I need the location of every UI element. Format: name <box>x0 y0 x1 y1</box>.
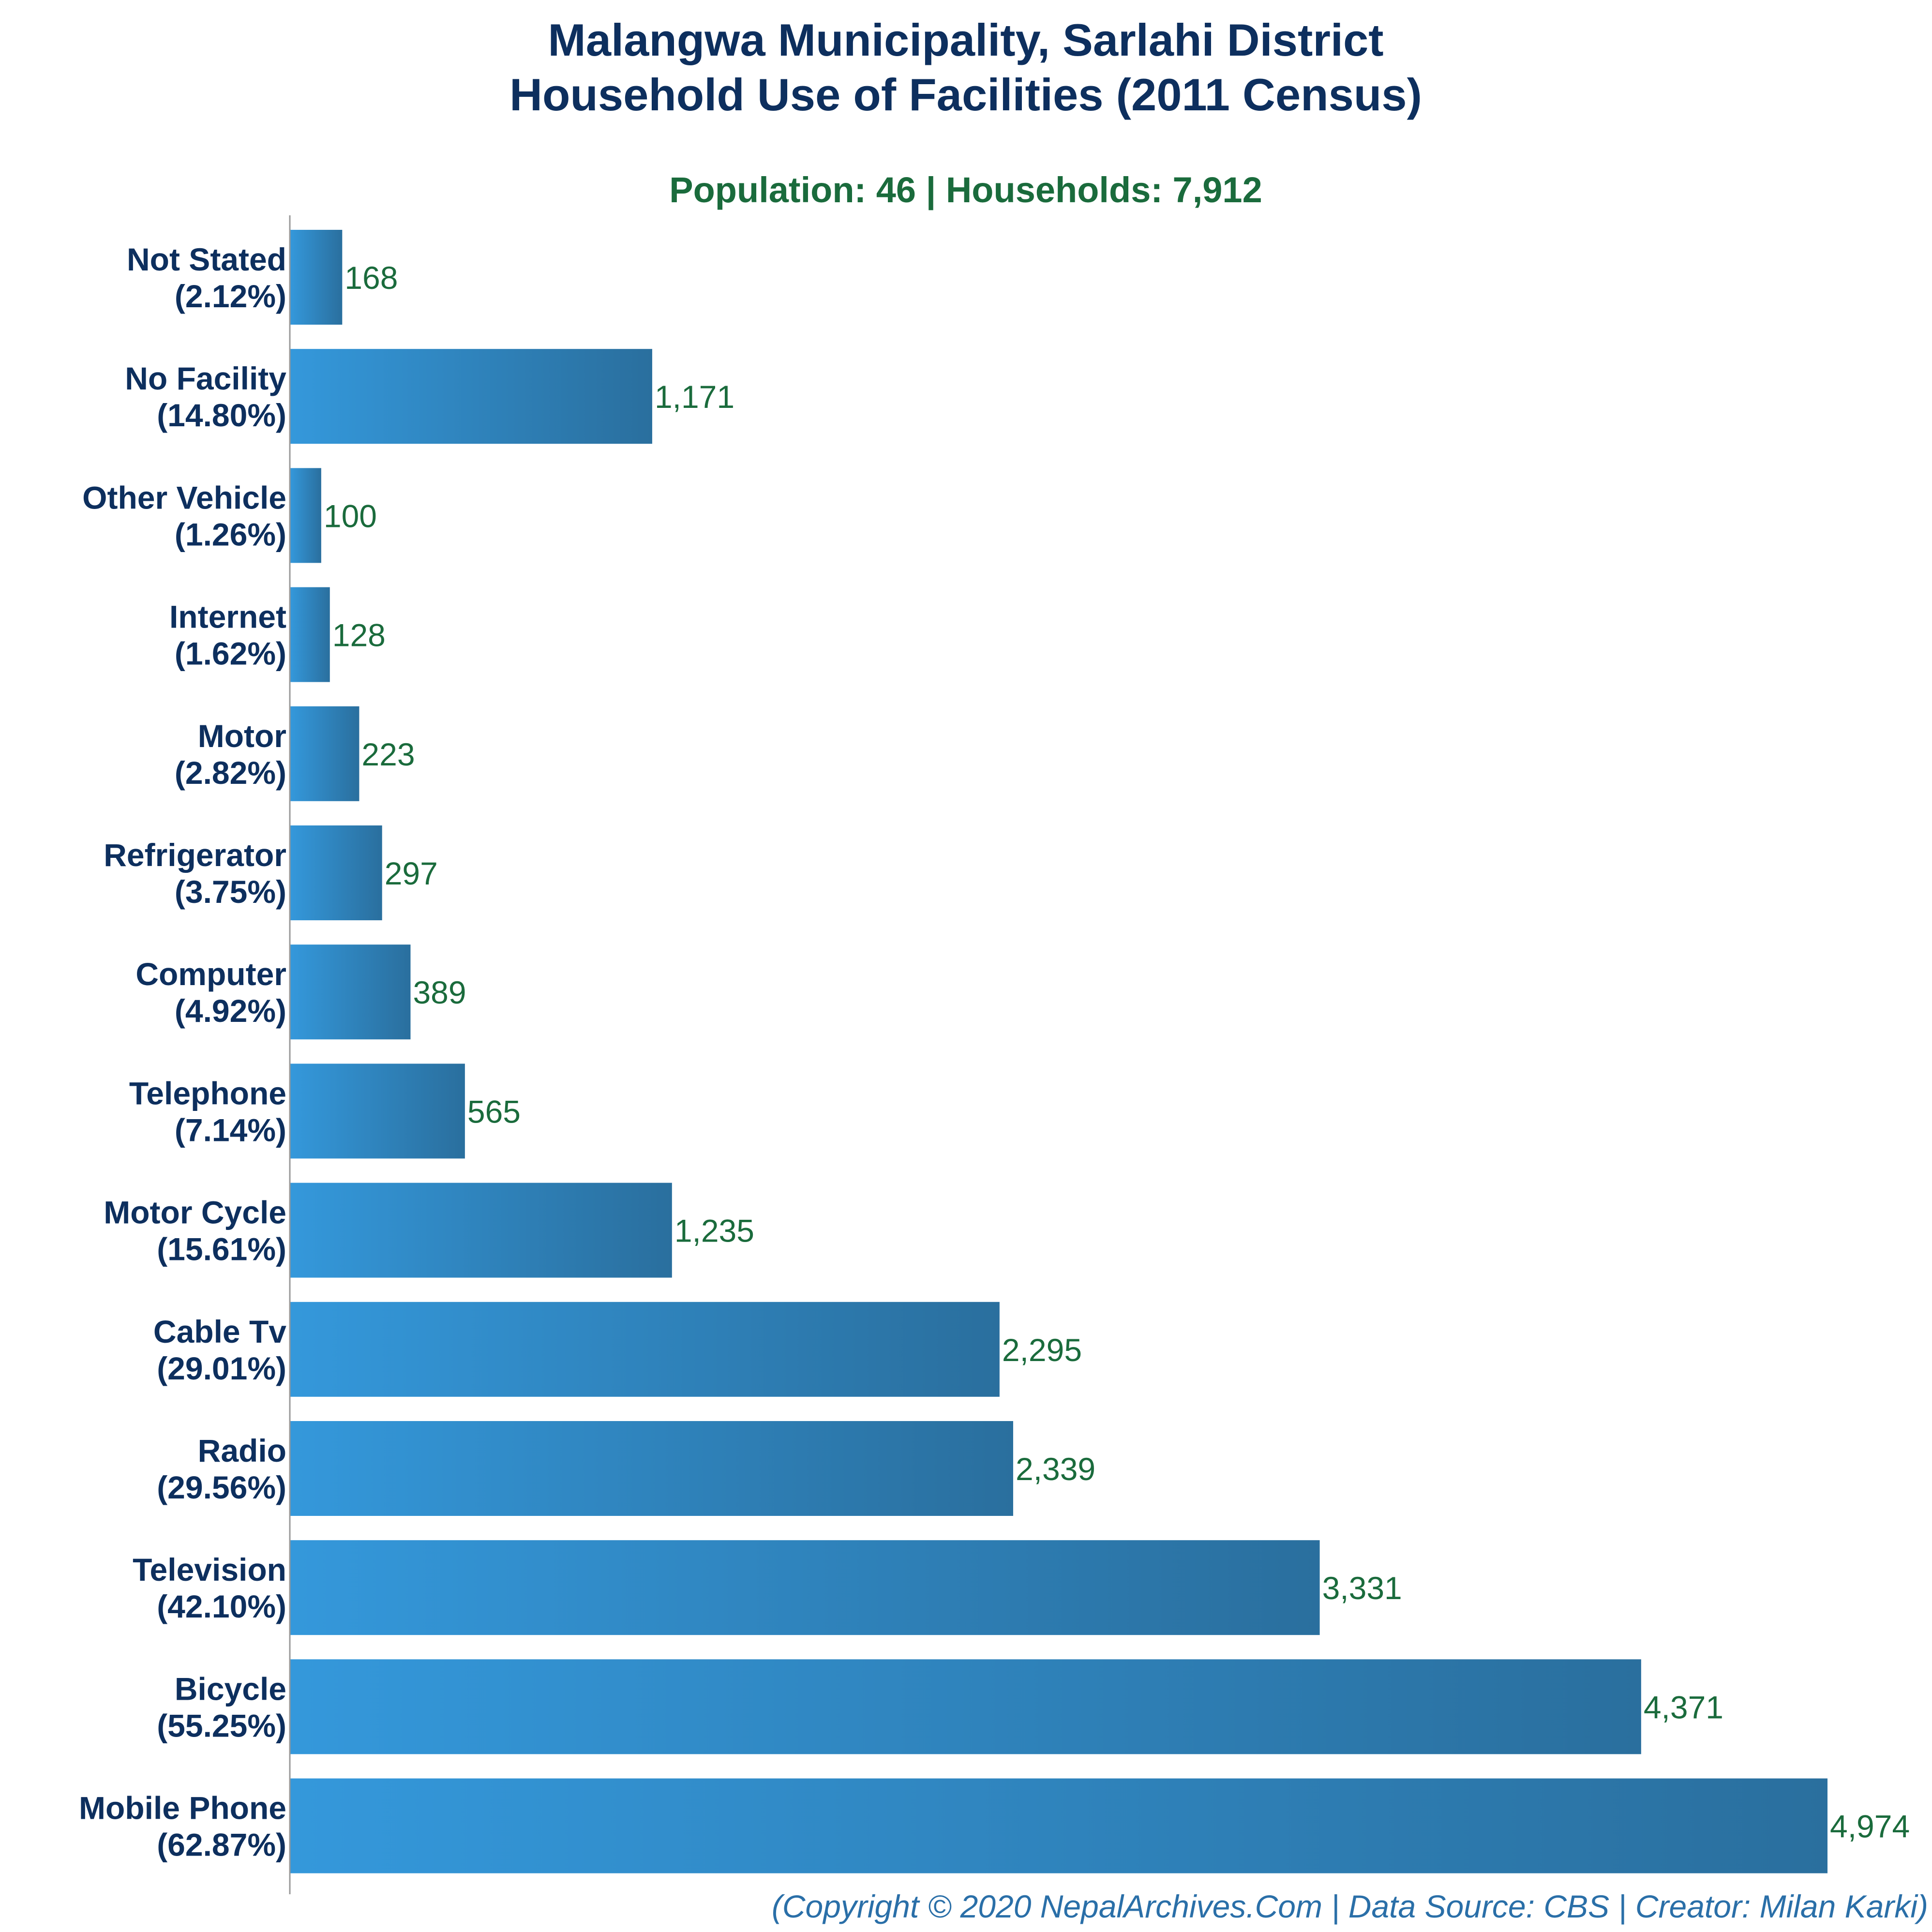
category-label: Other Vehicle <box>82 479 286 515</box>
category-percent-label: (29.56%) <box>157 1469 286 1505</box>
bar-cable-tv <box>290 1302 1000 1397</box>
category-percent-label: (15.61%) <box>157 1231 286 1267</box>
category-label: Cable Tv <box>153 1314 286 1349</box>
bar-motor <box>290 706 359 801</box>
chart-footer-credit: (Copyright © 2020 NepalArchives.Com | Da… <box>772 1888 1928 1925</box>
value-label: 100 <box>324 498 377 534</box>
category-label: Motor <box>198 718 286 754</box>
bar-not-stated <box>290 230 343 325</box>
bar-other-vehicle <box>290 468 321 563</box>
category-percent-label: (14.80%) <box>157 397 286 433</box>
category-label: Refrigerator <box>104 837 286 873</box>
value-label: 168 <box>344 260 398 296</box>
bars-layer: 168 Not Stated(2.12%) 1,171 No Facility(14.… <box>79 230 1910 1873</box>
bar-radio <box>290 1421 1013 1516</box>
category-label: Radio <box>198 1433 286 1468</box>
category-percent-label: (7.14%) <box>175 1112 286 1148</box>
bar-refrigerator <box>290 825 382 920</box>
value-label: 2,295 <box>1002 1332 1082 1368</box>
bar-television <box>290 1540 1320 1635</box>
category-percent-label: (2.82%) <box>175 755 286 791</box>
bar-no-facility <box>290 349 652 444</box>
chart-title-line-1: Malangwa Municipality, Sarlahi District <box>548 15 1383 65</box>
category-percent-label: (42.10%) <box>157 1588 286 1624</box>
category-percent-label: (3.75%) <box>175 874 286 910</box>
value-label: 297 <box>385 855 438 891</box>
category-label: Not Stated <box>127 241 286 277</box>
category-percent-label: (1.26%) <box>175 516 286 552</box>
category-label: Mobile Phone <box>79 1790 286 1826</box>
category-percent-label: (62.87%) <box>157 1827 286 1863</box>
category-percent-label: (55.25%) <box>157 1707 286 1743</box>
category-label: Internet <box>169 599 286 635</box>
chart-title-line-2: Household Use of Facilities (2011 Census… <box>509 69 1422 120</box>
category-label: Motor Cycle <box>104 1195 286 1230</box>
value-label: 1,235 <box>674 1213 754 1249</box>
bar-telephone <box>290 1063 465 1159</box>
category-percent-label: (1.62%) <box>175 636 286 672</box>
value-label: 1,171 <box>655 379 734 415</box>
value-label: 4,371 <box>1644 1689 1723 1725</box>
bar-internet <box>290 587 330 682</box>
category-label: Computer <box>135 956 286 992</box>
category-percent-label: (4.92%) <box>175 993 286 1029</box>
category-percent-label: (29.01%) <box>157 1350 286 1386</box>
value-label: 3,331 <box>1322 1570 1402 1606</box>
category-label: Television <box>133 1552 286 1588</box>
chart-subtitle: Population: 46 | Households: 7,912 <box>669 170 1262 210</box>
category-percent-label: (2.12%) <box>175 278 286 314</box>
category-label: Bicycle <box>175 1671 286 1707</box>
category-label: No Facility <box>125 360 286 396</box>
category-label: Telephone <box>129 1075 286 1111</box>
value-label: 4,974 <box>1830 1809 1910 1844</box>
bar-motor-cycle <box>290 1183 672 1278</box>
value-label: 565 <box>467 1093 521 1129</box>
bar-computer <box>290 944 411 1040</box>
value-label: 128 <box>332 617 386 653</box>
bar-bicycle <box>290 1659 1641 1754</box>
value-label: 223 <box>361 736 415 772</box>
bar-mobile-phone <box>290 1778 1827 1873</box>
value-label: 389 <box>413 974 466 1010</box>
value-label: 2,339 <box>1016 1451 1095 1487</box>
